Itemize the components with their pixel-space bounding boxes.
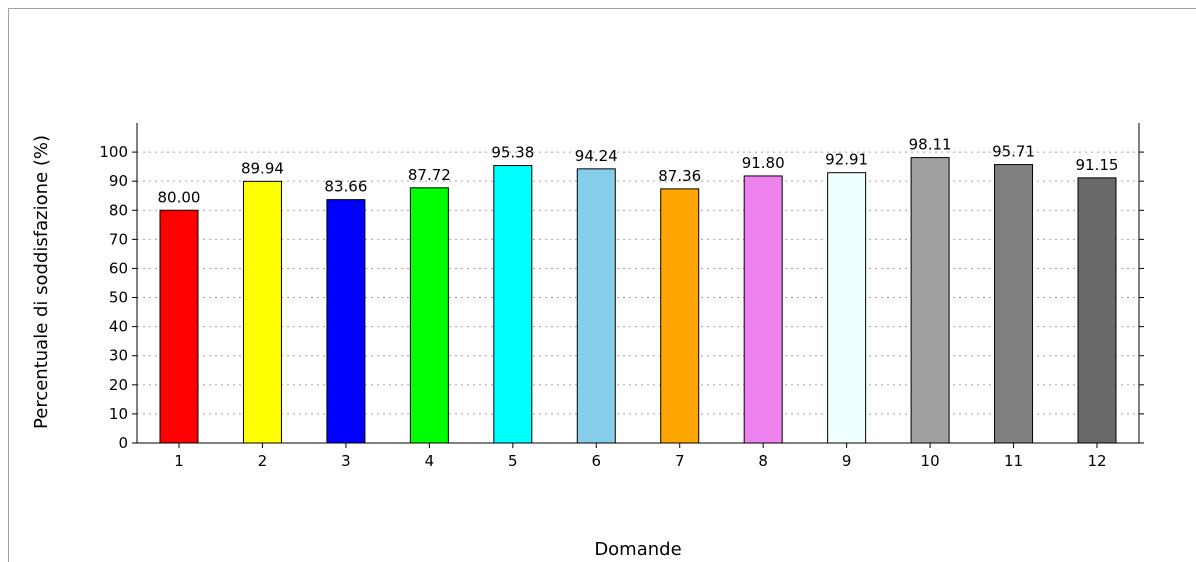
x-tick-label: 8 <box>758 452 768 470</box>
bars <box>159 157 1117 444</box>
y-tick-label: 40 <box>109 318 128 336</box>
x-axis-title: Domande <box>594 539 681 560</box>
data-label: 95.71 <box>992 143 1035 161</box>
data-label: 94.24 <box>575 147 618 165</box>
x-tick-label: 3 <box>341 452 351 470</box>
y-tick-label: 100 <box>99 143 128 161</box>
x-tick-label: 5 <box>508 452 518 470</box>
x-tick-label: 10 <box>921 452 940 470</box>
y-tick-label: 90 <box>109 172 128 190</box>
bar <box>1077 177 1117 444</box>
data-label: 83.66 <box>324 178 367 196</box>
y-tick-label: 0 <box>118 434 128 452</box>
data-label: 91.80 <box>742 154 785 172</box>
y-tick-label: 80 <box>109 201 128 219</box>
bar <box>326 199 366 444</box>
y-tick-label: 60 <box>109 259 128 277</box>
bar <box>576 168 616 444</box>
data-label: 80.00 <box>158 188 201 206</box>
y-axis-title: Percentuale di soddisfazione (%) <box>31 135 52 429</box>
bar <box>743 175 783 444</box>
data-label: 87.72 <box>408 166 451 184</box>
y-tick-label: 30 <box>109 347 128 365</box>
bar <box>660 188 700 444</box>
data-label: 95.38 <box>491 144 534 162</box>
bar <box>159 209 199 444</box>
x-tick-label: 9 <box>842 452 852 470</box>
data-label: 89.94 <box>241 159 284 177</box>
axes <box>136 123 1140 444</box>
bar <box>409 187 449 444</box>
y-tick-label: 70 <box>109 230 128 248</box>
data-label: 98.11 <box>909 136 952 154</box>
grid-lines <box>137 151 1139 415</box>
data-labels: 80.00 89.94 83.66 87.72 95.38 94.24 87.36 91.80… <box>158 136 1119 207</box>
bar <box>827 172 867 444</box>
chart-frame <box>8 8 1196 562</box>
data-label: 92.91 <box>825 151 868 169</box>
y-tick-label: 50 <box>109 289 128 307</box>
y-tick-label: 10 <box>109 405 128 423</box>
bar <box>994 164 1034 444</box>
x-tick-label: 1 <box>174 452 184 470</box>
bar <box>242 180 282 444</box>
y-tick-label: 20 <box>109 376 128 394</box>
x-tick-label: 12 <box>1087 452 1106 470</box>
x-tick-label: 6 <box>591 452 601 470</box>
y-ticks: 0 10 20 30 40 50 60 70 80 90 100 <box>99 143 1144 452</box>
x-tick-label: 7 <box>675 452 685 470</box>
bar <box>493 165 533 444</box>
bar <box>910 157 950 444</box>
x-tick-label: 4 <box>425 452 435 470</box>
x-ticks: 1 2 3 4 5 6 7 8 9 10 11 12 <box>174 443 1107 470</box>
x-tick-label: 11 <box>1004 452 1023 470</box>
data-label: 87.36 <box>658 167 701 185</box>
data-label: 91.15 <box>1076 156 1119 174</box>
x-tick-label: 2 <box>258 452 268 470</box>
